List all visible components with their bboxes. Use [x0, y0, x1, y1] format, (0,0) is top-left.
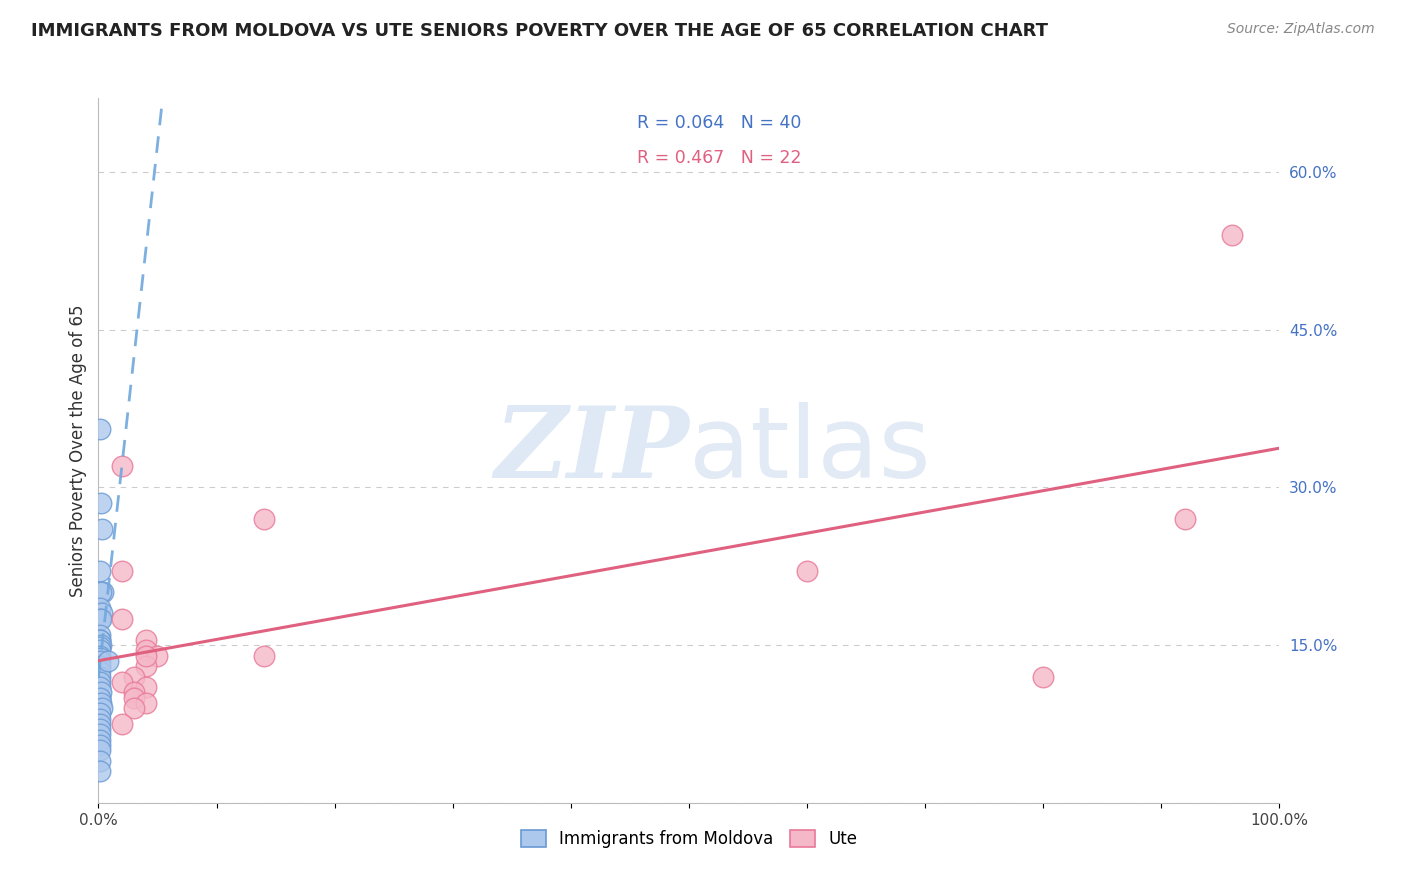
Point	[89, 632, 111, 647]
Point	[91, 701, 114, 715]
Point	[89, 727, 111, 741]
Point	[89, 632, 111, 647]
Point	[122, 685, 145, 699]
Point	[135, 696, 157, 710]
Point	[111, 674, 134, 689]
Point	[135, 632, 157, 647]
Point	[89, 650, 111, 665]
Point	[91, 607, 114, 621]
Text: atlas: atlas	[689, 402, 931, 499]
Point	[89, 732, 111, 747]
Point	[89, 712, 111, 726]
Point	[89, 665, 111, 679]
Point	[89, 722, 111, 736]
Point	[89, 612, 111, 626]
Point	[1220, 227, 1243, 242]
Point	[89, 422, 111, 436]
Point	[90, 696, 112, 710]
Point	[97, 654, 120, 668]
Point	[91, 522, 114, 536]
Point	[89, 706, 111, 721]
Point	[135, 643, 157, 657]
Point	[89, 627, 111, 641]
Point	[90, 685, 112, 699]
Point	[89, 674, 111, 689]
Text: Source: ZipAtlas.com: Source: ZipAtlas.com	[1227, 22, 1375, 37]
Point	[89, 643, 111, 657]
Point	[91, 585, 114, 599]
Point	[89, 565, 111, 579]
Point	[89, 717, 111, 731]
Point	[135, 680, 157, 694]
Point	[111, 612, 134, 626]
Point	[89, 680, 111, 694]
Point	[122, 690, 145, 705]
Point	[89, 601, 111, 615]
Point	[89, 640, 111, 654]
Y-axis label: Seniors Poverty Over the Age of 65: Seniors Poverty Over the Age of 65	[69, 304, 87, 597]
Point	[89, 654, 111, 668]
Point	[90, 612, 112, 626]
Point	[89, 743, 111, 757]
Point	[146, 648, 169, 663]
Point	[111, 459, 134, 474]
Point	[90, 585, 112, 599]
Point	[253, 512, 276, 526]
Point	[90, 496, 112, 510]
Point	[1174, 512, 1197, 526]
Point	[253, 648, 276, 663]
Point	[1032, 670, 1054, 684]
Point	[89, 648, 111, 663]
Point	[89, 764, 111, 779]
Point	[796, 565, 818, 579]
Point	[122, 670, 145, 684]
Point	[135, 659, 157, 673]
Point	[89, 670, 111, 684]
Point	[135, 648, 157, 663]
Point	[89, 738, 111, 752]
Point	[89, 659, 111, 673]
Point	[122, 701, 145, 715]
Point	[89, 690, 111, 705]
Text: R = 0.467   N = 22: R = 0.467 N = 22	[637, 149, 801, 167]
Point	[111, 717, 134, 731]
Legend: Immigrants from Moldova, Ute: Immigrants from Moldova, Ute	[510, 820, 868, 858]
Point	[111, 565, 134, 579]
Text: IMMIGRANTS FROM MOLDOVA VS UTE SENIORS POVERTY OVER THE AGE OF 65 CORRELATION CH: IMMIGRANTS FROM MOLDOVA VS UTE SENIORS P…	[31, 22, 1047, 40]
Text: ZIP: ZIP	[494, 402, 689, 499]
Point	[89, 754, 111, 768]
Point	[89, 690, 111, 705]
Point	[90, 638, 112, 652]
Text: R = 0.064   N = 40: R = 0.064 N = 40	[637, 114, 801, 132]
